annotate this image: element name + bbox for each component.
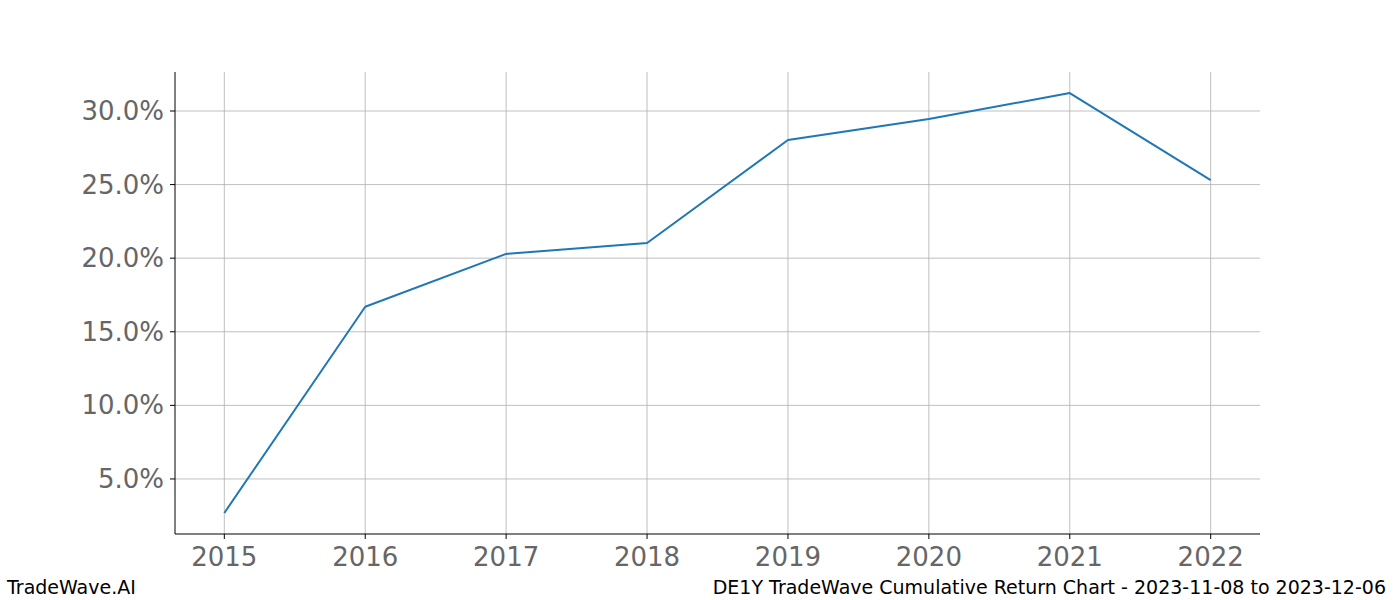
x-tick — [928, 534, 929, 539]
x-grid-line — [506, 72, 507, 534]
title: DE1Y TradeWave Cumulative Return Chart -… — [713, 576, 1386, 598]
x-tick — [1210, 534, 1211, 539]
x-axis-line — [175, 534, 1260, 535]
x-tick-label: 2016 — [332, 542, 398, 572]
y-grid-line — [175, 331, 1260, 332]
x-grid-line — [928, 72, 929, 534]
x-tick-label: 2021 — [1037, 542, 1103, 572]
y-tick-label: 15.0% — [81, 317, 164, 347]
x-tick-label: 2018 — [614, 542, 680, 572]
y-tick-label: 20.0% — [81, 243, 164, 273]
x-tick — [506, 534, 507, 539]
x-tick-label: 2017 — [473, 542, 539, 572]
x-tick-label: 2019 — [755, 542, 821, 572]
x-tick-label: 2015 — [191, 542, 257, 572]
x-grid-line — [224, 72, 225, 534]
y-tick — [170, 184, 175, 185]
x-tick — [365, 534, 366, 539]
y-grid-line — [175, 184, 1260, 185]
axes: 2015 2016 2017 2018 2019 2020 2021 2022 5.0% 10.0… — [81, 72, 1260, 572]
y-grid-line — [175, 258, 1260, 259]
y-grid-line — [175, 405, 1260, 406]
y-tick-label: 25.0% — [81, 170, 164, 200]
x-tick — [224, 534, 225, 539]
x-tick — [787, 534, 788, 539]
chart: 2015 2016 2017 2018 2019 2020 2021 2022 5.0% 10.0… — [0, 0, 1400, 600]
x-tick — [1069, 534, 1070, 539]
grid — [175, 72, 1260, 534]
x-tick-label: 2020 — [896, 542, 962, 572]
x-grid-line — [647, 72, 648, 534]
y-tick — [170, 111, 175, 112]
x-grid-line — [1210, 72, 1211, 534]
y-axis-line — [175, 72, 176, 534]
line-series — [224, 93, 1210, 513]
plot-area — [224, 93, 1210, 513]
y-tick-label: 5.0% — [98, 464, 164, 494]
x-grid-line — [1069, 72, 1070, 534]
x-tick — [647, 534, 648, 539]
y-tick — [170, 478, 175, 479]
y-tick — [170, 405, 175, 406]
x-grid-line — [365, 72, 366, 534]
y-grid-line — [175, 478, 1260, 479]
y-tick-label: 10.0% — [81, 390, 164, 420]
x-tick-label: 2022 — [1178, 542, 1244, 572]
annotation: TradeWave.AI — [6, 576, 136, 598]
y-tick — [170, 258, 175, 259]
y-tick — [170, 331, 175, 332]
y-tick-label: 30.0% — [81, 96, 164, 126]
